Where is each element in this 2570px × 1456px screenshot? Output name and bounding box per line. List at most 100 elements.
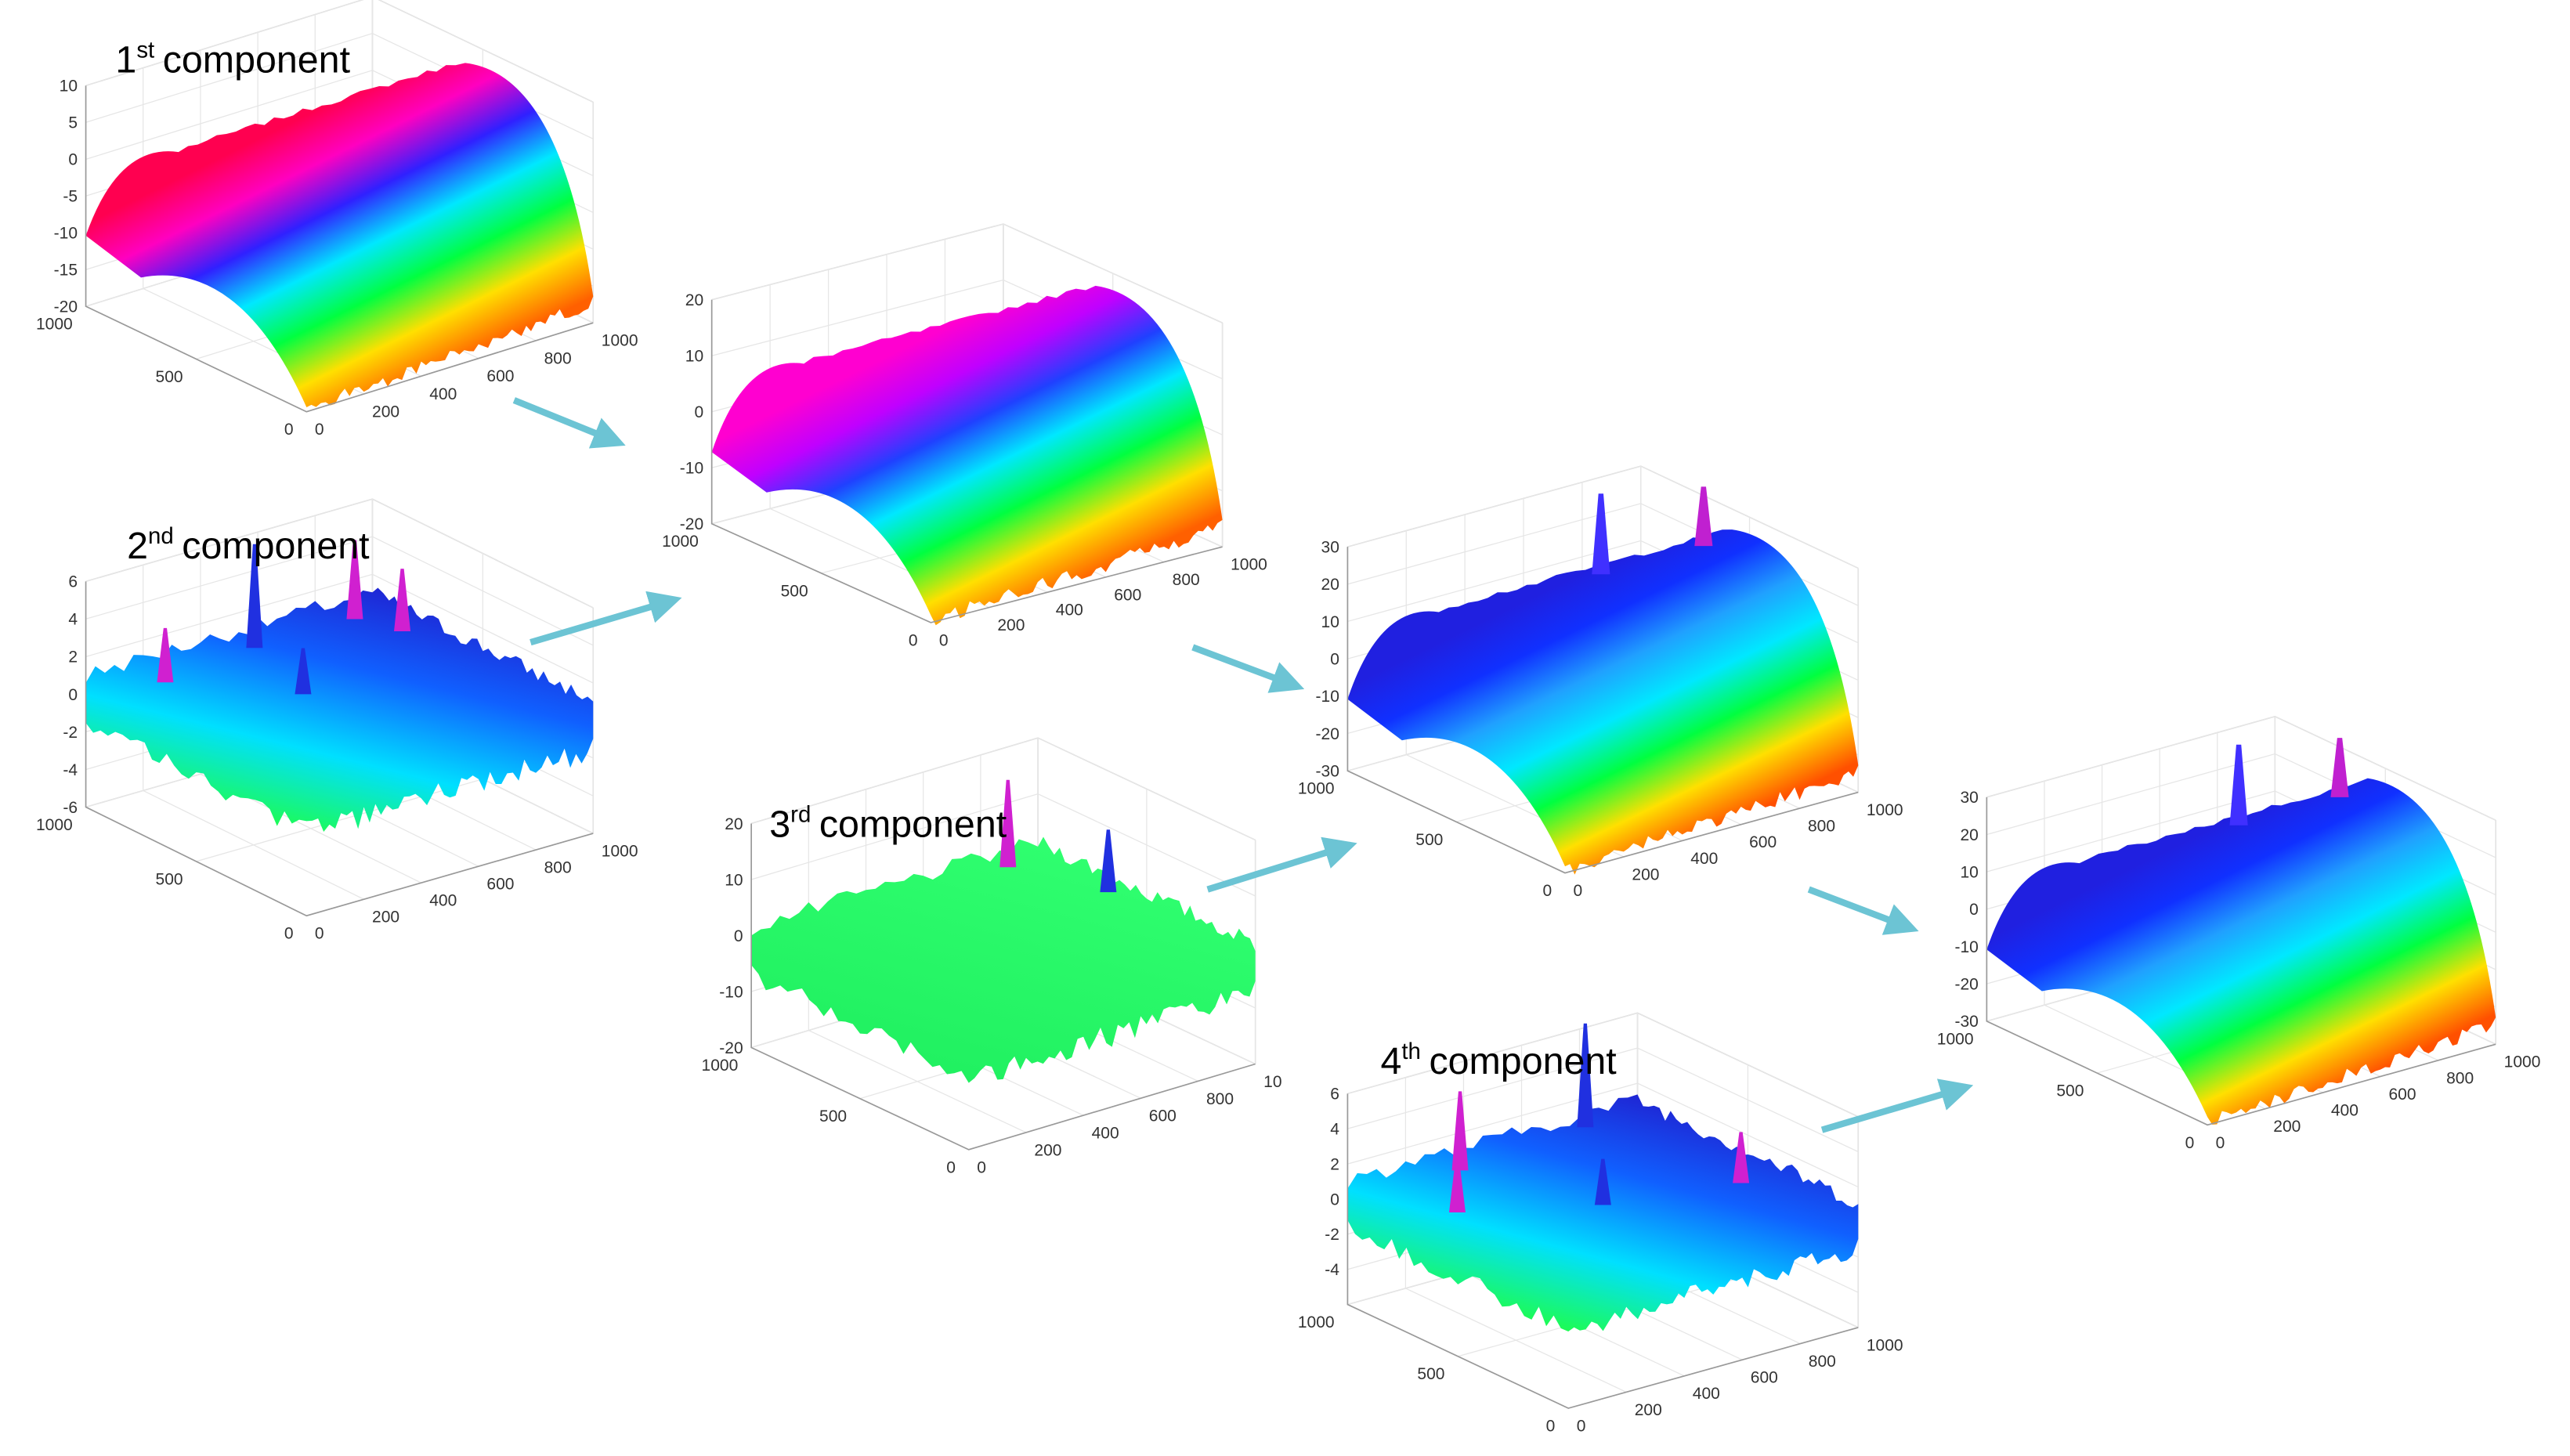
z-tick-label: 10 — [1960, 864, 1978, 882]
surface-spike — [1100, 829, 1117, 893]
x-tick-label: 600 — [486, 876, 514, 894]
z-tick-label: 2 — [1330, 1155, 1339, 1173]
z-tick-label: 0 — [1330, 1190, 1339, 1209]
surface-spike — [1448, 1158, 1466, 1212]
grid-line — [808, 1030, 1027, 1133]
label-number: 2 — [127, 525, 148, 567]
z-tick-label: -30 — [1316, 763, 1339, 781]
x-tick-label: 400 — [1092, 1125, 1119, 1143]
x-tick-label: 800 — [2446, 1069, 2474, 1087]
x-tick-label: 400 — [429, 892, 457, 910]
surface — [1347, 1094, 1859, 1332]
z-tick-label: 10 — [60, 78, 78, 96]
y-tick-label: 0 — [284, 925, 294, 943]
z-tick-label: 20 — [1960, 826, 1978, 844]
surface — [85, 587, 594, 832]
x-tick-label: 600 — [486, 367, 514, 385]
x-tick-label: 400 — [1693, 1385, 1720, 1403]
surface-spike — [1592, 493, 1610, 575]
x-tick-label: 200 — [997, 616, 1025, 634]
arrow — [512, 397, 626, 449]
surface-spike — [394, 569, 411, 632]
x-tick-label: 800 — [544, 349, 572, 367]
y-tick-label: 500 — [156, 368, 183, 386]
z-tick-label: -30 — [1954, 1013, 1978, 1031]
y-tick-label: 0 — [284, 421, 294, 439]
surface-spike — [157, 627, 174, 683]
y-tick-label: 1000 — [1298, 1313, 1335, 1331]
label-number: 1 — [115, 39, 136, 81]
z-tick-label: 0 — [68, 686, 78, 704]
z-tick-label: -10 — [54, 225, 78, 243]
label-suffix: th — [1401, 1039, 1421, 1064]
z-tick-label: -4 — [63, 761, 78, 779]
axis-line — [1346, 1093, 1859, 1409]
component-label: 1st component — [115, 38, 350, 81]
z-tick-label: 30 — [1960, 789, 1978, 807]
x-tick-label: 200 — [1632, 865, 1659, 883]
x-tick-label: 1000 — [602, 332, 638, 350]
y-tick-label: 500 — [156, 870, 183, 888]
x-tick-label: 10 — [1263, 1073, 1281, 1091]
x-tick-label: 0 — [939, 631, 949, 649]
surface-spike — [1694, 486, 1713, 547]
z-tick-label: 0 — [1330, 651, 1339, 669]
y-tick-label: 1000 — [702, 1057, 739, 1075]
y-tick-label: 0 — [946, 1158, 956, 1176]
surface — [1986, 778, 2496, 1125]
z-tick-label: 0 — [694, 403, 703, 421]
y-tick-label: 500 — [781, 582, 808, 600]
z-tick-label: 30 — [1321, 539, 1339, 557]
z-tick-label: 20 — [1321, 576, 1339, 594]
z-tick-label: -20 — [680, 515, 703, 533]
grid-line — [1405, 1288, 1627, 1393]
x-tick-label: 800 — [1206, 1090, 1234, 1108]
z-tick-label: 10 — [725, 871, 743, 889]
grid-line — [143, 789, 364, 900]
x-tick-label: 200 — [372, 403, 399, 421]
z-tick-label: -20 — [1954, 976, 1978, 994]
surface-spike — [295, 648, 312, 695]
arrows — [512, 397, 1974, 1133]
label-suffix: rd — [790, 801, 811, 827]
z-tick-label: -2 — [63, 724, 78, 742]
x-tick-label: 600 — [1751, 1369, 1778, 1387]
y-tick-label: 1000 — [36, 816, 73, 834]
box-edge — [711, 223, 1223, 323]
x-tick-label: 400 — [1690, 850, 1718, 868]
arrow — [1807, 886, 1919, 935]
y-tick-label: 500 — [819, 1107, 847, 1125]
y-tick-label: 1000 — [662, 533, 699, 551]
z-tick-label: -15 — [54, 262, 78, 280]
grid-line — [711, 223, 1223, 323]
y-tick-label: 1000 — [1937, 1030, 1974, 1048]
x-tick-label: 800 — [1809, 1353, 1836, 1371]
z-tick-label: 4 — [68, 611, 78, 629]
y-tick-label: 0 — [1542, 882, 1552, 900]
z-tick-label: 0 — [1969, 901, 1979, 919]
arrow — [1191, 644, 1305, 693]
x-tick-label: 600 — [1149, 1107, 1177, 1125]
label-text: component — [182, 525, 370, 567]
surface-spike — [999, 779, 1017, 868]
x-tick-label: 0 — [315, 421, 324, 439]
z-tick-label: 20 — [685, 291, 703, 309]
z-tick-label: -10 — [1316, 688, 1339, 706]
x-tick-label: 600 — [2388, 1086, 2416, 1104]
surface-plot: 6 4 2 0 -2 -4 1000 500 0 0 200 400 600 800 1000 — [1298, 1012, 1903, 1435]
z-tick-label: 6 — [1330, 1086, 1339, 1104]
z-tick-label: -10 — [680, 460, 703, 478]
x-tick-label: 1000 — [1231, 556, 1267, 574]
arrow — [1206, 836, 1357, 893]
z-tick-label: -10 — [1954, 938, 1978, 956]
axis-line — [710, 299, 1223, 623]
label-suffix: nd — [148, 523, 174, 549]
label-suffix: st — [136, 38, 154, 63]
z-tick-label: 0 — [68, 151, 78, 169]
